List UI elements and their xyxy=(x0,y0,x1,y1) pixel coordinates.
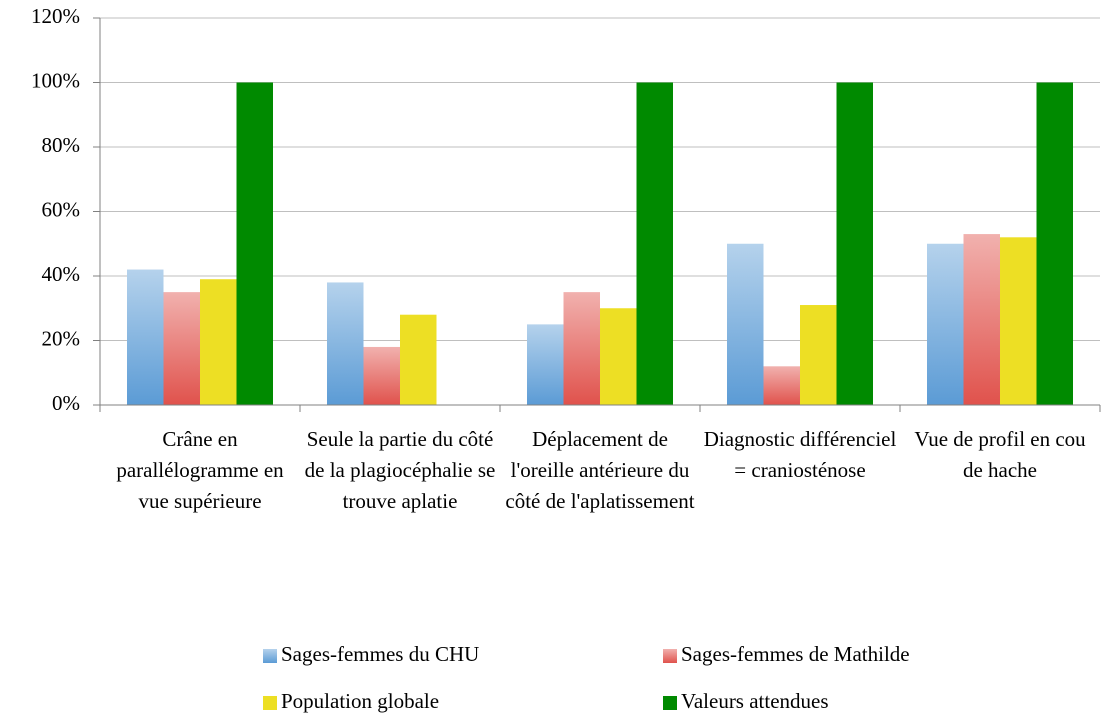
legend-swatch xyxy=(263,696,277,710)
y-tick-label: 120% xyxy=(31,4,80,28)
bar xyxy=(363,346,400,405)
bar xyxy=(636,82,673,405)
y-tick-label: 100% xyxy=(31,68,80,92)
legend-swatch xyxy=(663,696,677,710)
x-tick-label: Diagnostic différenciel = craniosténose xyxy=(703,427,897,482)
bar xyxy=(1036,82,1073,405)
y-tick-label: 60% xyxy=(42,197,81,221)
bar xyxy=(927,243,964,405)
bar xyxy=(400,314,437,405)
bar xyxy=(200,279,237,405)
x-tick-label: Déplacement de l'oreille antérieure du c… xyxy=(505,427,695,513)
legend-label: Sages-femmes de Mathilde xyxy=(681,642,910,666)
y-tick-label: 40% xyxy=(42,262,81,286)
x-tick-label: Vue de profil en cou de hache xyxy=(914,427,1086,482)
legend-swatch xyxy=(663,649,677,663)
bar xyxy=(327,282,364,405)
legend-label: Sages-femmes du CHU xyxy=(281,642,479,666)
bar xyxy=(600,308,637,405)
bar xyxy=(163,292,200,405)
y-tick-label: 80% xyxy=(42,133,81,157)
bar xyxy=(236,82,273,405)
y-tick-label: 20% xyxy=(42,326,81,350)
y-tick-label: 0% xyxy=(52,391,80,415)
legend-label: Population globale xyxy=(281,689,439,713)
bar xyxy=(563,292,600,405)
bar xyxy=(763,366,800,405)
bar xyxy=(527,324,564,405)
legend-label: Valeurs attendues xyxy=(681,689,829,713)
legend-swatch xyxy=(263,649,277,663)
x-tick-label: Crâne en parallélogramme en vue supérieu… xyxy=(116,427,284,513)
bar xyxy=(836,82,873,405)
bar xyxy=(127,269,164,405)
x-tick-label: Seule la partie du côté de la plagiocéph… xyxy=(304,427,496,513)
bar xyxy=(727,243,764,405)
bar xyxy=(800,305,837,405)
bar xyxy=(963,234,1000,405)
bar xyxy=(1000,237,1037,405)
